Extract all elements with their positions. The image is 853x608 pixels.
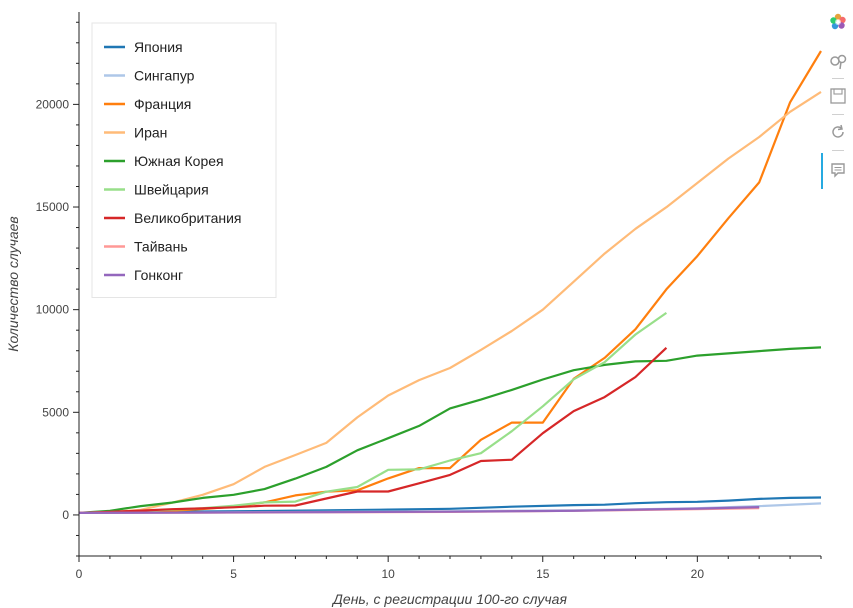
legend-item-label: Сингапур bbox=[134, 68, 195, 84]
x-tick-label: 0 bbox=[76, 567, 83, 581]
x-tick-label: 15 bbox=[536, 567, 550, 581]
x-tick-label: 10 bbox=[381, 567, 395, 581]
y-tick-label: 0 bbox=[62, 508, 69, 522]
series-line-3 bbox=[78, 90, 822, 514]
legend: Япония Сингапур Франция Иран Южная Корея Швей… bbox=[91, 22, 277, 298]
series-line-5 bbox=[78, 311, 668, 514]
legend-item-label: Швейцария bbox=[134, 182, 209, 198]
legend-item-label: Южная Корея bbox=[134, 153, 224, 169]
series-line-0 bbox=[78, 496, 822, 514]
legend-item-label: Великобритания bbox=[134, 210, 242, 226]
y-tick-label: 15000 bbox=[36, 200, 70, 214]
y-tick-label: 10000 bbox=[36, 303, 70, 317]
reset-icon[interactable] bbox=[828, 122, 848, 142]
hover-tooltip-icon[interactable] bbox=[828, 160, 848, 180]
x-axis-label: День, с регистрации 100-го случая bbox=[331, 591, 567, 607]
wheel-zoom-icon[interactable] bbox=[828, 52, 848, 72]
series-line-6 bbox=[78, 347, 668, 514]
series-line-4 bbox=[78, 346, 822, 514]
x-tick-label: 5 bbox=[230, 567, 237, 581]
legend-item-label: Гонконг bbox=[134, 267, 183, 283]
active-tool-indicator bbox=[821, 153, 823, 189]
bokeh-logo-icon[interactable] bbox=[828, 12, 848, 32]
save-icon[interactable] bbox=[828, 86, 848, 106]
legend-item-label: Иран bbox=[134, 125, 167, 141]
y-tick-label: 20000 bbox=[36, 97, 70, 111]
plot-area bbox=[78, 50, 822, 515]
chart-toolbar bbox=[821, 8, 852, 198]
x-tick-label: 20 bbox=[691, 567, 705, 581]
y-tick-label: 5000 bbox=[42, 405, 69, 419]
axes: 0 5 10 15 20 0 5000 10000 15000 20000 День, с реги… bbox=[5, 12, 822, 607]
legend-item-label: Тайвань bbox=[134, 239, 188, 255]
legend-item-label: Франция bbox=[134, 96, 191, 112]
y-axis-label: Количество случаев bbox=[5, 216, 21, 352]
legend-item-label: Япония bbox=[134, 39, 183, 55]
series-line-8 bbox=[78, 506, 760, 515]
